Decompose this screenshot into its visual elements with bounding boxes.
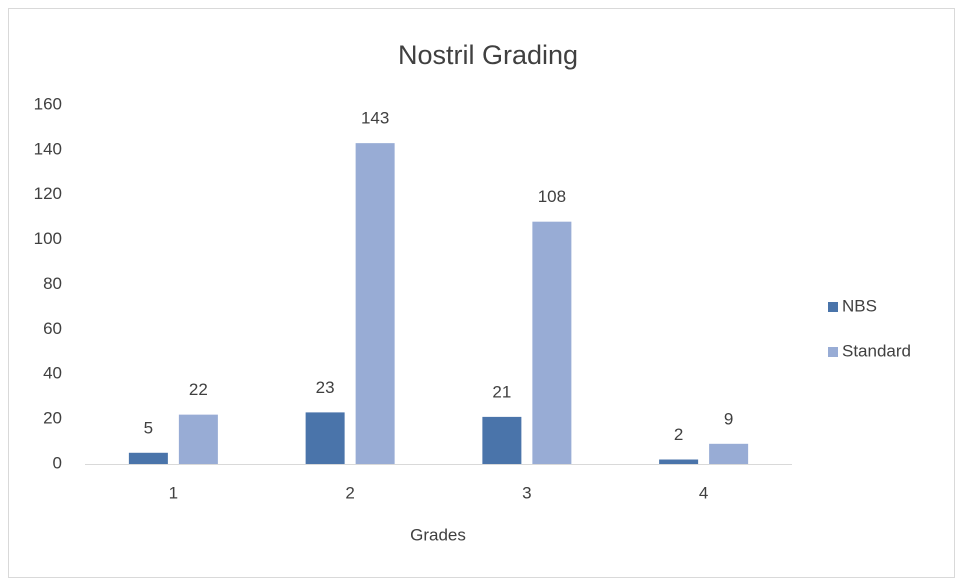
bar bbox=[532, 221, 572, 464]
data-label: 108 bbox=[538, 187, 566, 206]
x-tick-label: 2 bbox=[345, 483, 354, 502]
y-tick-label: 140 bbox=[34, 139, 62, 158]
chart-title: Nostril Grading bbox=[398, 40, 578, 70]
data-label: 2 bbox=[674, 425, 683, 444]
legend-label: NBS bbox=[842, 296, 877, 315]
bar bbox=[355, 143, 395, 465]
data-label: 22 bbox=[189, 380, 208, 399]
y-tick-label: 120 bbox=[34, 184, 62, 203]
bar bbox=[305, 412, 345, 464]
y-tick-label: 80 bbox=[43, 274, 62, 293]
y-tick-label: 20 bbox=[43, 409, 62, 428]
data-label: 21 bbox=[492, 382, 511, 401]
x-axis-label: Grades bbox=[410, 525, 466, 544]
y-tick-label: 40 bbox=[43, 364, 62, 383]
chart-border bbox=[8, 8, 955, 578]
data-label: 23 bbox=[316, 378, 335, 397]
bar bbox=[482, 416, 522, 464]
y-tick-label: 100 bbox=[34, 229, 62, 248]
legend-swatch bbox=[828, 347, 838, 357]
data-label: 5 bbox=[144, 418, 153, 437]
x-tick-label: 3 bbox=[522, 483, 531, 502]
y-tick-label: 60 bbox=[43, 319, 62, 338]
data-label: 9 bbox=[724, 409, 733, 428]
bar bbox=[659, 459, 699, 464]
x-tick-label: 1 bbox=[169, 483, 178, 502]
data-label: 143 bbox=[361, 109, 389, 128]
bar bbox=[709, 443, 749, 464]
y-tick-label: 0 bbox=[53, 453, 62, 472]
x-tick-label: 4 bbox=[699, 483, 708, 502]
legend-label: Standard bbox=[842, 341, 911, 360]
bar bbox=[128, 452, 168, 464]
legend-swatch bbox=[828, 302, 838, 312]
bar bbox=[178, 414, 218, 464]
y-tick-label: 160 bbox=[34, 94, 62, 113]
